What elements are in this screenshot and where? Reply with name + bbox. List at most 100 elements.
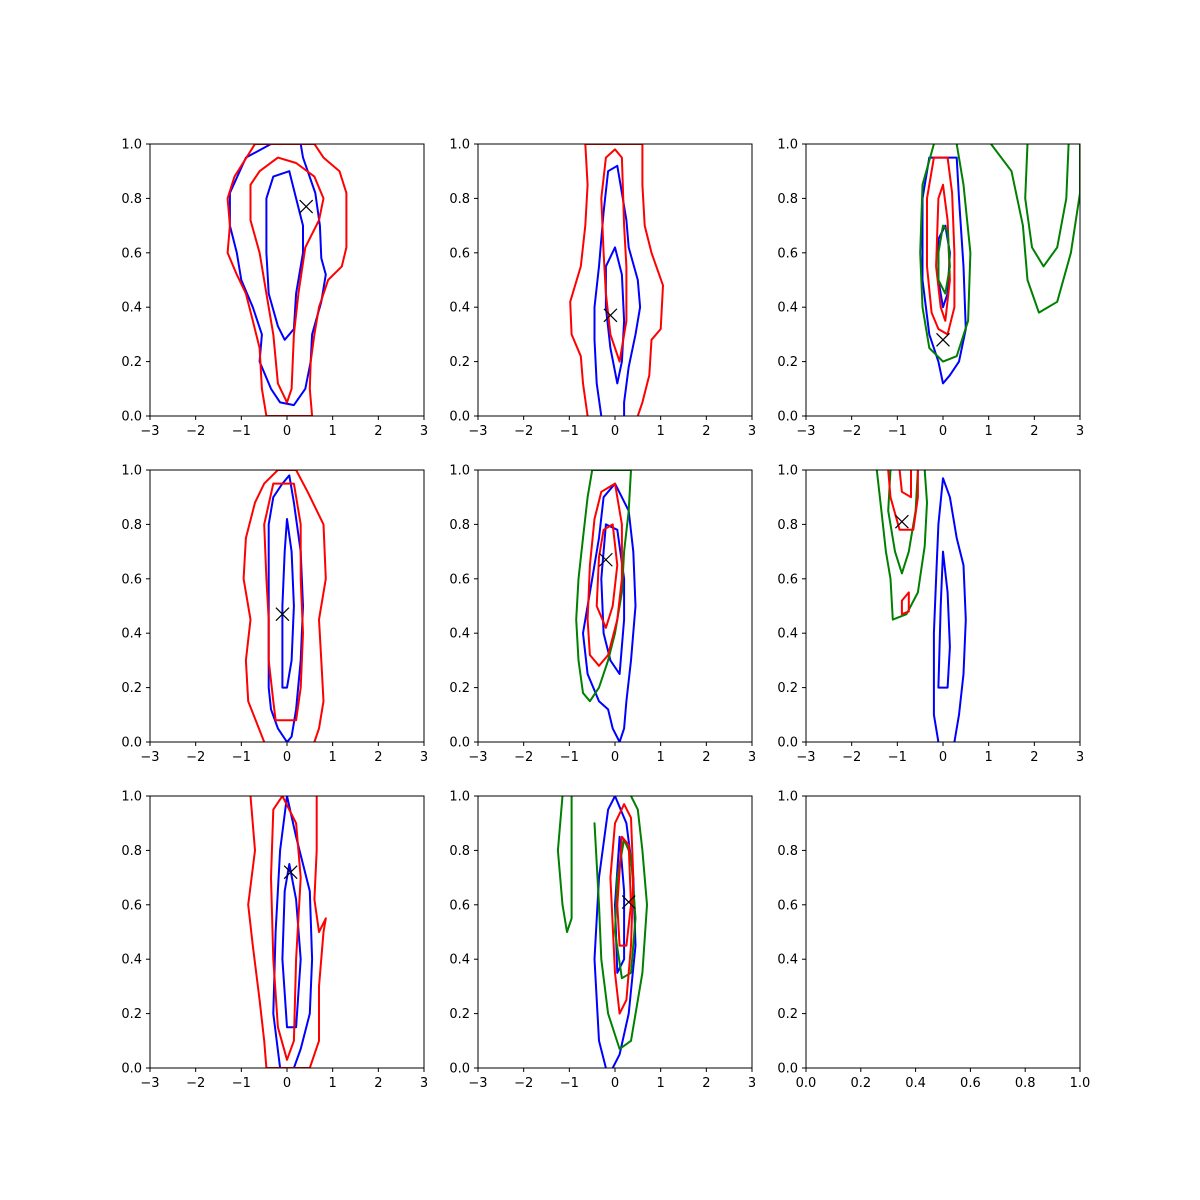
x-tick-label: −3 — [140, 1076, 159, 1091]
x-marker — [598, 552, 613, 567]
plot-area — [569, 144, 664, 416]
x-tick-label: 0.0 — [796, 1076, 817, 1091]
x-tick-label: 0.2 — [850, 1076, 871, 1091]
x-tick-label: 3 — [1076, 424, 1084, 439]
y-tick-label: 0.0 — [449, 1062, 470, 1077]
red-contour-line — [609, 803, 635, 1015]
blue-contour-line — [937, 550, 951, 689]
green-contour-line — [919, 144, 972, 363]
blue-contour-line — [921, 156, 967, 385]
x-tick-label: 0.8 — [1015, 1076, 1036, 1091]
x-tick-label: −3 — [796, 750, 815, 765]
x-tick-label: 0 — [283, 1076, 291, 1091]
y-tick-label: 0.8 — [121, 844, 142, 859]
blue-contour-line — [582, 482, 637, 742]
subplot-4: −3 −2 −1 0 1 2 3 0.0 0.2 0.4 0.6 0.8 1.0 — [121, 464, 428, 766]
green-contour-line — [575, 470, 632, 703]
x-tick-label: 2 — [1030, 424, 1038, 439]
y-tick-label: 0.0 — [449, 410, 470, 425]
x-tick-label: 1 — [329, 750, 337, 765]
y-tick-label: 0.2 — [121, 681, 142, 696]
y-tick-label: 0.8 — [777, 518, 798, 533]
red-contour-line — [270, 796, 302, 1061]
plot-area — [556, 796, 648, 1068]
y-tick-label: 0.6 — [121, 898, 142, 913]
x-tick-label: 2 — [702, 1076, 710, 1091]
y-tick-label: 0.4 — [777, 953, 798, 968]
x-tick-label: 2 — [374, 1076, 382, 1091]
y-tick-label: 0.4 — [121, 953, 142, 968]
y-tick-label: 0.4 — [121, 301, 142, 316]
x-tick-label: 2 — [374, 424, 382, 439]
x-tick-label: 1 — [657, 424, 665, 439]
x-tick-label: 3 — [420, 750, 428, 765]
y-tick-label: 0.4 — [121, 627, 142, 642]
green-contour-line — [875, 470, 928, 621]
blue-contour-line — [265, 170, 304, 341]
y-tick-label: 0.6 — [777, 572, 798, 587]
y-tick-label: 0.4 — [449, 627, 470, 642]
x-tick-label: −1 — [232, 1076, 251, 1091]
y-tick-label: 1.0 — [449, 138, 470, 153]
y-tick-label: 0.0 — [121, 736, 142, 751]
y-tick-label: 0.2 — [777, 1007, 798, 1022]
green-contour-line — [937, 224, 951, 295]
x-tick-label: 3 — [748, 424, 756, 439]
axes-frame — [149, 469, 425, 743]
axes-frame — [805, 795, 1081, 1069]
y-tick-label: 1.0 — [777, 790, 798, 805]
x-tick-label: 3 — [420, 1076, 428, 1091]
blue-contour-line — [267, 474, 304, 742]
x-marker — [299, 199, 314, 214]
x-tick-label: −1 — [560, 424, 579, 439]
x-tick-label: −3 — [468, 1076, 487, 1091]
axes-frame — [149, 143, 425, 417]
x-tick-label: 0 — [611, 750, 619, 765]
subplot-3: −3 −2 −1 0 1 2 3 0.0 0.2 0.4 0.6 0.8 1.0 — [777, 138, 1084, 440]
y-tick-label: 1.0 — [121, 138, 142, 153]
x-tick-label: −2 — [186, 1076, 205, 1091]
red-contour-line — [887, 470, 919, 531]
y-tick-label: 0.6 — [777, 246, 798, 261]
x-marker — [603, 308, 618, 323]
x-tick-label: 0 — [611, 1076, 619, 1091]
y-tick-label: 0.6 — [121, 572, 142, 587]
y-tick-label: 0.2 — [449, 681, 470, 696]
y-tick-label: 0.0 — [777, 1062, 798, 1077]
x-tick-label: 1 — [985, 424, 993, 439]
y-tick-label: 1.0 — [121, 790, 142, 805]
red-contour-line — [935, 183, 951, 322]
x-tick-label: 2 — [1030, 750, 1038, 765]
y-tick-label: 0.2 — [121, 355, 142, 370]
plot-area — [226, 144, 348, 416]
red-contour-line — [263, 482, 304, 722]
x-tick-label: 0.6 — [960, 1076, 981, 1091]
x-tick-label: 1 — [985, 750, 993, 765]
x-tick-label: −1 — [232, 750, 251, 765]
blue-contour-line — [281, 518, 295, 689]
y-tick-label: 0.0 — [777, 736, 798, 751]
x-tick-label: 3 — [748, 750, 756, 765]
y-tick-label: 0.0 — [777, 410, 798, 425]
y-tick-label: 0.8 — [121, 192, 142, 207]
blue-contour-line — [593, 164, 642, 416]
blue-contour-line — [600, 523, 626, 675]
x-tick-label: 1 — [329, 1076, 337, 1091]
x-tick-label: −3 — [796, 424, 815, 439]
red-contour-line — [595, 523, 619, 629]
x-tick-label: 0 — [939, 750, 947, 765]
y-tick-label: 1.0 — [449, 464, 470, 479]
green-contour-line — [1024, 144, 1070, 268]
plot-area — [875, 470, 967, 742]
plot-area — [575, 470, 637, 742]
x-tick-label: 3 — [1076, 750, 1084, 765]
x-tick-label: −2 — [514, 750, 533, 765]
x-tick-label: −2 — [514, 1076, 533, 1091]
x-tick-label: −2 — [514, 424, 533, 439]
y-tick-label: 0.2 — [449, 355, 470, 370]
red-contour-line — [900, 591, 910, 616]
y-tick-label: 0.8 — [449, 518, 470, 533]
x-tick-label: −2 — [842, 424, 861, 439]
x-tick-label: 3 — [420, 424, 428, 439]
x-tick-label: 0.4 — [905, 1076, 926, 1091]
